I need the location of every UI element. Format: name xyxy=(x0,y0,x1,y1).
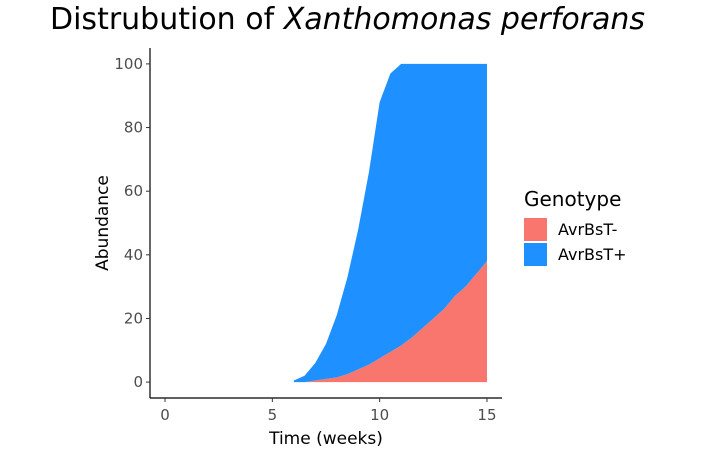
x-tick-label: 15 xyxy=(477,406,496,424)
chart-title-italic: Xanthomonas perforans xyxy=(283,2,646,37)
legend-key xyxy=(524,243,547,266)
chart-title-text: Distrubution of xyxy=(50,2,275,37)
y-tick-label: 0 xyxy=(133,373,143,391)
area-series-AvrBsT+ xyxy=(293,63,487,383)
y-tick-label: 40 xyxy=(124,246,143,264)
y-axis-title: Abundance xyxy=(93,175,113,271)
y-tick-label: 80 xyxy=(124,119,143,137)
y-tick-label: 20 xyxy=(124,309,143,327)
legend-label: AvrBsT- xyxy=(558,220,617,239)
y-tick-label: 60 xyxy=(124,182,143,200)
legend-label: AvrBsT+ xyxy=(558,245,627,264)
x-tick-label: 0 xyxy=(160,406,170,424)
y-tick-label: 100 xyxy=(114,55,143,73)
chart-title: Distrubution of Xanthomonas perforans xyxy=(50,2,645,37)
x-tick-label: 10 xyxy=(370,406,389,424)
legend-key xyxy=(524,218,547,241)
x-tick-label: 5 xyxy=(268,406,278,424)
area-series-AvrBsT- xyxy=(293,261,487,383)
legend-title: Genotype xyxy=(524,187,621,211)
x-axis-title: Time (weeks) xyxy=(268,429,383,449)
